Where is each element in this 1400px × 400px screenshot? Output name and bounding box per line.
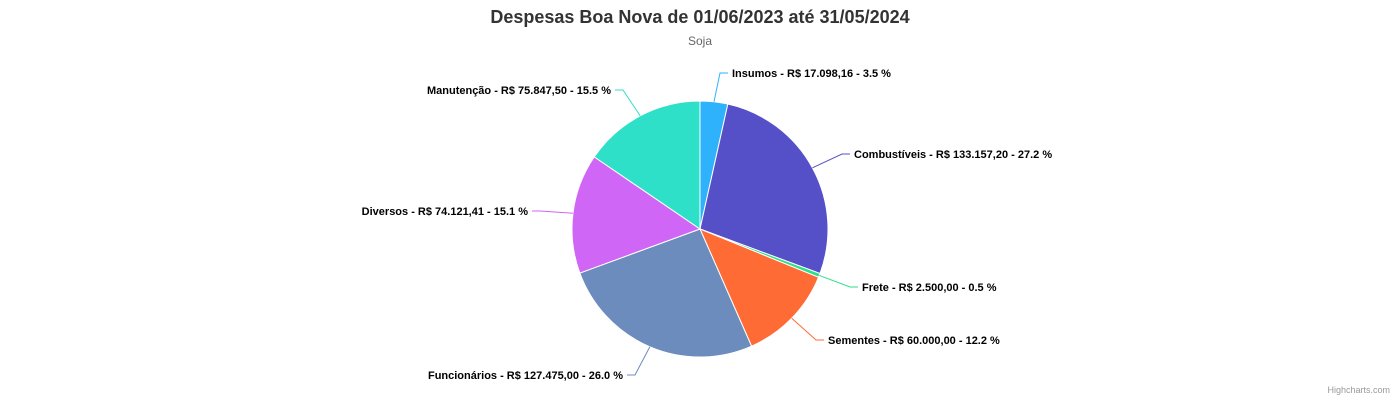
connector-3 <box>791 317 824 341</box>
chart-title: Despesas Boa Nova de 01/06/2023 até 31/0… <box>490 7 910 27</box>
data-label-6: Manutenção - R$ 75.847,50 - 15.5 % <box>427 85 611 97</box>
pie-slice-funcionarios[interactable] <box>579 228 753 358</box>
pie-slice-sementes[interactable] <box>699 228 820 347</box>
connector-4 <box>627 346 651 376</box>
connector-6 <box>615 89 641 117</box>
data-label-4: Funcionários - R$ 127.475,00 - 26.0 % <box>428 370 623 382</box>
label-connectors <box>532 72 858 376</box>
connector-1 <box>812 153 850 169</box>
data-label-0: Insumos - R$ 17.098,16 - 3.5 % <box>732 68 891 80</box>
connector-5 <box>532 210 574 214</box>
data-label-3: Sementes - R$ 60.000,00 - 12.2 % <box>828 335 1000 347</box>
data-labels: Insumos - R$ 17.098,16 - 3.5 % Combustíve… <box>362 68 1053 382</box>
data-label-5: Diversos - R$ 74.121,41 - 15.1 % <box>362 206 529 218</box>
data-label-2: Frete - R$ 2.500,00 - 0.5 % <box>862 282 997 294</box>
credits-link[interactable]: Highcharts.com <box>1327 385 1390 395</box>
pie-slices <box>571 100 829 358</box>
pie-slice-combustiveis[interactable] <box>699 103 829 275</box>
connector-2 <box>819 274 858 288</box>
pie-slice-diversos[interactable] <box>571 156 702 274</box>
chart-subtitle: Soja <box>687 34 713 48</box>
data-label-1: Combustíveis - R$ 133.157,20 - 27.2 % <box>854 149 1052 161</box>
connector-0 <box>713 72 728 102</box>
